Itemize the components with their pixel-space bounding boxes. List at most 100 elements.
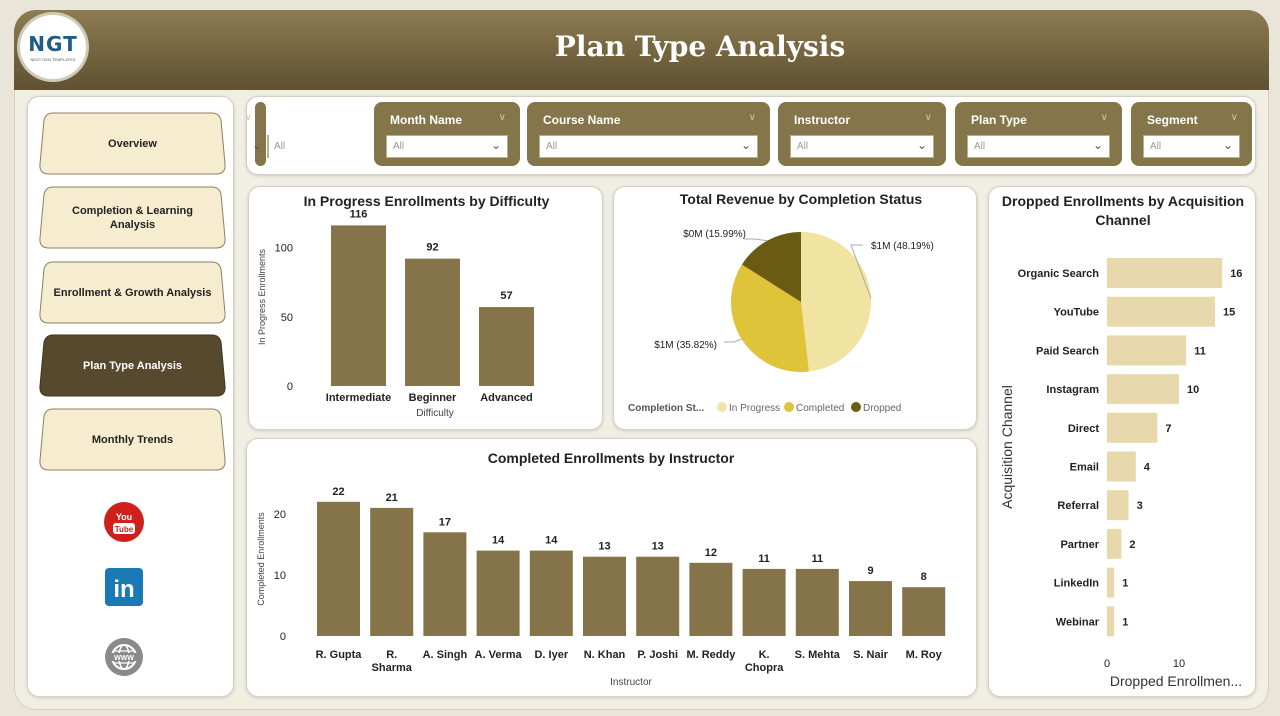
svg-text:in: in [113, 576, 134, 603]
slicer-dropdown[interactable]: All ⌄ [252, 135, 285, 158]
bar[interactable] [479, 307, 534, 386]
instructor-chart-title: Completed Enrollments by Instructor [487, 450, 735, 466]
legend-item: Dropped [863, 403, 901, 414]
x-tick-label: S. Nair [853, 649, 889, 661]
x-tick-label: Beginner [409, 392, 457, 404]
data-label: 22 [332, 486, 344, 498]
slicer-value: All [974, 141, 986, 152]
pie-slice[interactable] [801, 232, 872, 372]
data-label: 14 [545, 535, 558, 547]
y-tick-label: 10 [274, 570, 286, 582]
bar[interactable] [476, 550, 520, 636]
slicer-value: All [546, 141, 558, 152]
svg-text:Tube: Tube [115, 525, 134, 534]
y-tick-label: Paid Search [1036, 345, 1099, 357]
y-tick-label: Referral [1057, 500, 1099, 512]
bar[interactable] [1107, 258, 1223, 288]
eraser-icon[interactable]: ∨ [498, 112, 506, 123]
bar[interactable] [583, 556, 626, 636]
bar[interactable] [1107, 374, 1179, 405]
chevron-down-icon: ⌄ [740, 138, 751, 152]
x-tick-label: R. Gupta [316, 649, 363, 661]
eraser-icon[interactable]: ∨ [1100, 112, 1108, 123]
pie-slice[interactable] [741, 232, 801, 302]
bar[interactable] [742, 568, 786, 636]
eraser-icon[interactable]: ∨ [748, 112, 756, 123]
data-label: 1 [1122, 616, 1128, 628]
bar[interactable] [636, 556, 680, 636]
bar[interactable] [331, 225, 386, 386]
bar[interactable] [689, 562, 733, 636]
bar[interactable] [1107, 296, 1215, 327]
x-tick-label: M. Reddy [686, 649, 736, 661]
linkedin-icon[interactable]: in [104, 567, 144, 607]
x-tick-label: P. Joshi [637, 649, 678, 661]
slicer-segment[interactable]: Segment ∨ All ⌄ [1131, 102, 1252, 166]
bar[interactable] [1107, 490, 1129, 521]
slice-label: $1M (35.82%) [654, 340, 717, 351]
bar[interactable] [405, 258, 460, 386]
bar[interactable] [902, 587, 946, 636]
data-label: 57 [500, 290, 512, 302]
nav-label: Monthly Trends [91, 433, 174, 446]
svg-text:WWW: WWW [114, 655, 134, 662]
x-tick-label: S. Mehta [795, 649, 841, 661]
slicer-plan-type[interactable]: Plan Type ∨ All ⌄ [955, 102, 1122, 166]
eraser-icon[interactable]: ∨ [244, 112, 252, 123]
nav-button-overview[interactable]: Overview [39, 112, 226, 175]
x-axis-title: Difficulty [416, 408, 454, 419]
slicer-dropdown[interactable]: All ⌄ [1143, 135, 1240, 158]
y-axis-title: Completed Enrollments [256, 512, 266, 606]
slicer-dropdown[interactable]: All ⌄ [386, 135, 508, 158]
legend-item: In Progress [729, 403, 780, 414]
bar[interactable] [1107, 412, 1158, 443]
nav-button-completion-learning-analysis[interactable]: Completion & Learning Analysis [39, 186, 226, 249]
bar[interactable] [1107, 567, 1115, 598]
slicer-label: Segment [1147, 113, 1198, 127]
nav-button-plan-type-analysis[interactable]: Plan Type Analysis [39, 334, 226, 397]
nav-button-monthly-trends[interactable]: Monthly Trends [39, 408, 226, 471]
slicer-value: All [393, 141, 405, 152]
data-label: 11 [758, 553, 770, 565]
slicer-instructor[interactable]: Instructor ∨ All ⌄ [778, 102, 946, 166]
bar[interactable] [370, 507, 414, 636]
data-label: 15 [1223, 307, 1235, 319]
slicer-course-name[interactable]: Course Name ∨ All ⌄ [527, 102, 770, 166]
x-tick-label: A. Verma [475, 649, 523, 661]
nav-label: Overview [108, 137, 157, 150]
slicer-dropdown[interactable]: All ⌄ [539, 135, 758, 158]
data-label: 2 [1129, 539, 1135, 551]
bar[interactable] [1107, 606, 1115, 637]
slicer-dropdown[interactable]: All ⌄ [967, 135, 1110, 158]
bar[interactable] [795, 568, 839, 636]
youtube-icon[interactable]: You Tube [104, 502, 144, 542]
eraser-icon[interactable]: ∨ [924, 112, 932, 123]
difficulty-chart-title: In Progress Enrollments by Difficulty [303, 193, 550, 209]
bar[interactable] [1107, 335, 1187, 366]
slicer-dropdown[interactable]: All ⌄ [790, 135, 934, 158]
data-label: 116 [350, 208, 368, 220]
bar[interactable] [849, 581, 892, 636]
leader-line [744, 238, 768, 242]
slicer-month-name[interactable]: Month Name ∨ All ⌄ [374, 102, 520, 166]
pie-slice[interactable] [731, 264, 809, 372]
nav-label: Plan Type Analysis [82, 359, 183, 372]
header-bar: Plan Type Analysis [14, 10, 1269, 90]
bar[interactable] [1107, 528, 1122, 559]
slicer-year[interactable]: Year ∨ All ⌄ [245, 102, 296, 166]
x-tick-label: K. [759, 649, 770, 661]
x-tick-label: 10 [1173, 658, 1185, 670]
web-icon[interactable]: WWW [104, 637, 144, 677]
bar[interactable] [529, 550, 573, 636]
bar[interactable] [423, 532, 467, 636]
x-tick-label: M. Roy [906, 649, 943, 661]
nav-button-enrollment-growth-analysis[interactable]: Enrollment & Growth Analysis [39, 261, 226, 324]
logo-subtitle: NEXT GEN TEMPLATES [30, 57, 76, 62]
bar[interactable] [317, 501, 360, 636]
eraser-icon[interactable]: ∨ [1230, 112, 1238, 123]
bar[interactable] [1107, 451, 1136, 482]
slicer-value: All [274, 141, 286, 152]
data-label: 1 [1122, 578, 1128, 590]
slicer-value: All [1150, 141, 1162, 152]
